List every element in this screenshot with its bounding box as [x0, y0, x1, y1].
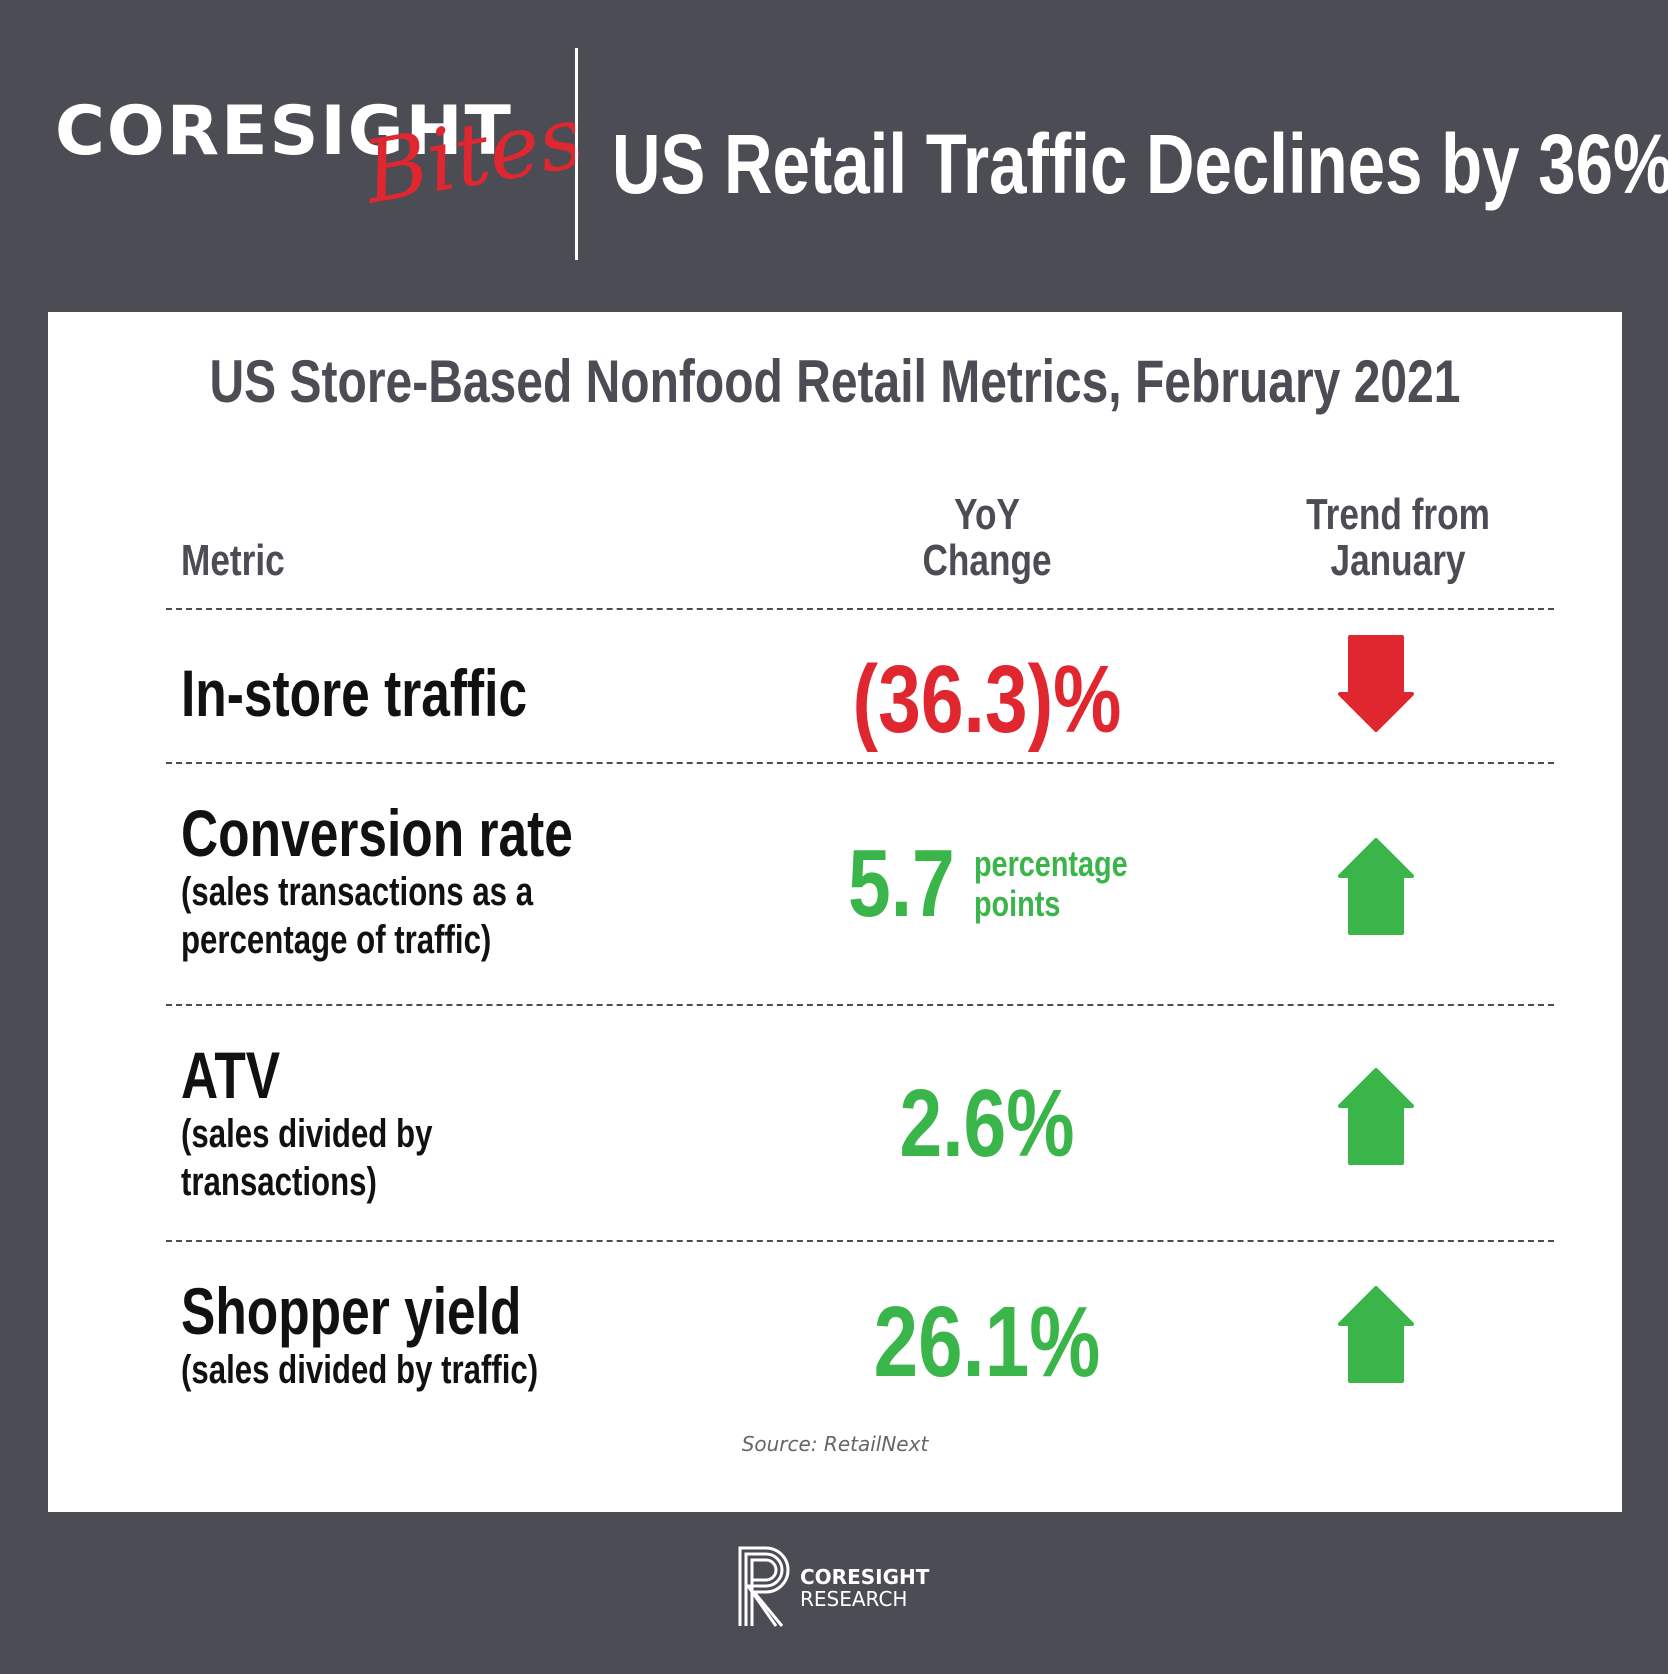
metrics-card: US Store-Based Nonfood Retail Metrics, F…: [48, 312, 1622, 1512]
up-arrow-icon: [1338, 1286, 1414, 1383]
yoy-unit: percentage points: [974, 844, 1128, 924]
metric-description-line: (sales divided by traffic): [181, 1348, 539, 1392]
metric-name: Conversion rate: [181, 796, 573, 870]
yoy-value: 5.7: [848, 830, 955, 937]
metric-name: ATV: [181, 1038, 281, 1112]
metric-description-line: percentage of traffic): [181, 918, 492, 962]
divider: [166, 1240, 1554, 1242]
divider: [166, 608, 1554, 610]
column-header-yoy-line2: Change: [922, 536, 1052, 585]
column-header-metric: Metric: [181, 536, 285, 585]
metric-description-line: (sales divided by: [181, 1112, 433, 1156]
metric-name: Shopper yield: [181, 1274, 522, 1348]
yoy-value: 2.6%: [899, 1070, 1075, 1177]
up-arrow-icon: [1338, 838, 1414, 935]
footer-text: CORESIGHT RESEARCH: [800, 1566, 929, 1610]
card-title: US Store-Based Nonfood Retail Metrics, F…: [209, 348, 1461, 415]
column-header-trend-line2: January: [1330, 536, 1466, 585]
yoy-unit-line: points: [973, 883, 1061, 924]
yoy-unit-line: percentage: [973, 843, 1128, 884]
source-note: Source: RetailNext: [741, 1432, 929, 1456]
metric-description-line: transactions): [181, 1160, 377, 1204]
column-header-yoy: YoY Change: [867, 492, 1107, 584]
up-arrow-icon: [1338, 1068, 1414, 1165]
footer-line2: RESEARCH: [800, 1587, 908, 1611]
coresight-r-logo-icon: [738, 1546, 790, 1627]
metric-description-line: (sales transactions as a: [181, 870, 534, 914]
footer-line1: CORESIGHT: [800, 1565, 930, 1589]
headline: US Retail Traffic Declines by 36%: [612, 117, 1668, 211]
divider: [166, 762, 1554, 764]
metric-name: In-store traffic: [181, 656, 528, 730]
divider: [166, 1004, 1554, 1006]
down-arrow-icon: [1338, 635, 1414, 732]
yoy-value-group: 5.7 percentage points: [848, 836, 1128, 932]
yoy-value: (36.3)%: [852, 646, 1122, 753]
column-header-yoy-line1: YoY: [954, 490, 1020, 539]
column-header-trend: Trend from January: [1270, 492, 1526, 584]
yoy-value: 26.1%: [873, 1286, 1101, 1398]
brand-name: CORESIGHT: [55, 92, 513, 171]
column-header-trend-line1: Trend from: [1306, 490, 1490, 539]
header-divider: [575, 48, 578, 260]
